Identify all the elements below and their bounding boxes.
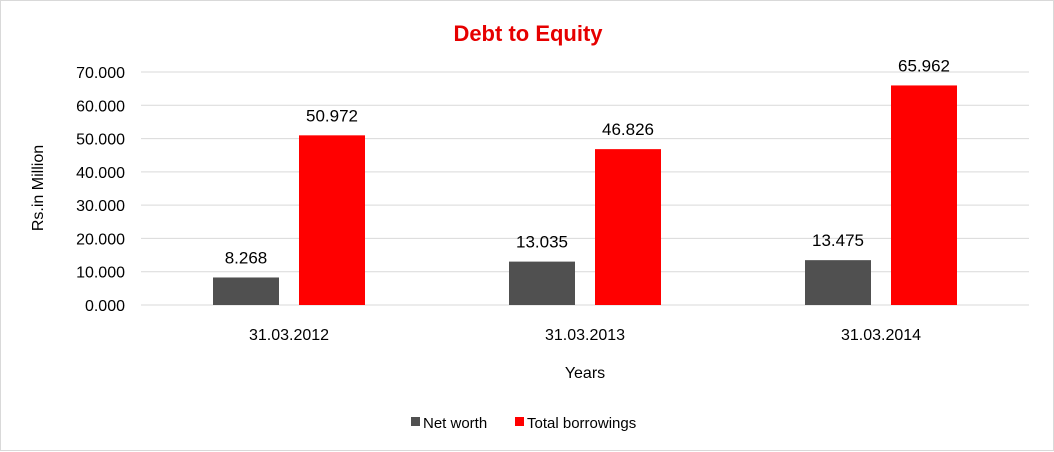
data-label: 65.962 bbox=[898, 56, 950, 75]
y-tick-label: 40.000 bbox=[76, 165, 125, 182]
gridlines bbox=[141, 71, 1029, 306]
data-label: 8.268 bbox=[225, 248, 268, 267]
data-label: 13.035 bbox=[516, 233, 568, 252]
data-label: 50.972 bbox=[306, 106, 358, 125]
bar-total-borrowings bbox=[891, 85, 957, 306]
x-axis-label: Years bbox=[565, 365, 605, 382]
bar-net-worth bbox=[213, 277, 279, 305]
legend-label: Net worth bbox=[423, 415, 487, 432]
y-tick-label: 60.000 bbox=[76, 98, 125, 115]
x-axis-ticks: 31.03.2012 31.03.2013 31.03.2014 bbox=[249, 327, 921, 344]
data-label: 46.826 bbox=[602, 120, 654, 139]
y-tick-label: 50.000 bbox=[76, 132, 125, 149]
y-axis-ticks: 0.000 10.000 20.000 30.000 40.000 50.000 60.00… bbox=[76, 65, 125, 315]
bar-net-worth bbox=[509, 261, 575, 305]
x-tick-label: 31.03.2013 bbox=[545, 327, 625, 344]
bars bbox=[213, 85, 957, 306]
x-tick-label: 31.03.2014 bbox=[841, 327, 921, 344]
y-tick-label: 70.000 bbox=[76, 65, 125, 82]
y-tick-label: 0.000 bbox=[85, 298, 125, 315]
y-tick-label: 30.000 bbox=[76, 198, 125, 215]
legend-label: Total borrowings bbox=[527, 415, 636, 432]
y-tick-label: 10.000 bbox=[76, 265, 125, 282]
legend-swatch bbox=[515, 417, 524, 426]
x-tick-label: 31.03.2012 bbox=[249, 327, 329, 344]
legend: Net worth Total borrowings bbox=[411, 415, 636, 432]
bar-total-borrowings bbox=[595, 149, 661, 305]
chart-title: Debt to Equity bbox=[453, 21, 603, 46]
y-tick-label: 20.000 bbox=[76, 231, 125, 248]
bar-net-worth bbox=[805, 260, 871, 305]
bar-total-borrowings bbox=[299, 135, 365, 305]
data-labels: 8.268 50.972 13.035 46.826 13.475 65.962 bbox=[225, 56, 950, 267]
legend-swatch bbox=[411, 417, 420, 426]
data-label: 13.475 bbox=[812, 231, 864, 250]
y-axis-label: Rs.in Million bbox=[30, 145, 47, 231]
